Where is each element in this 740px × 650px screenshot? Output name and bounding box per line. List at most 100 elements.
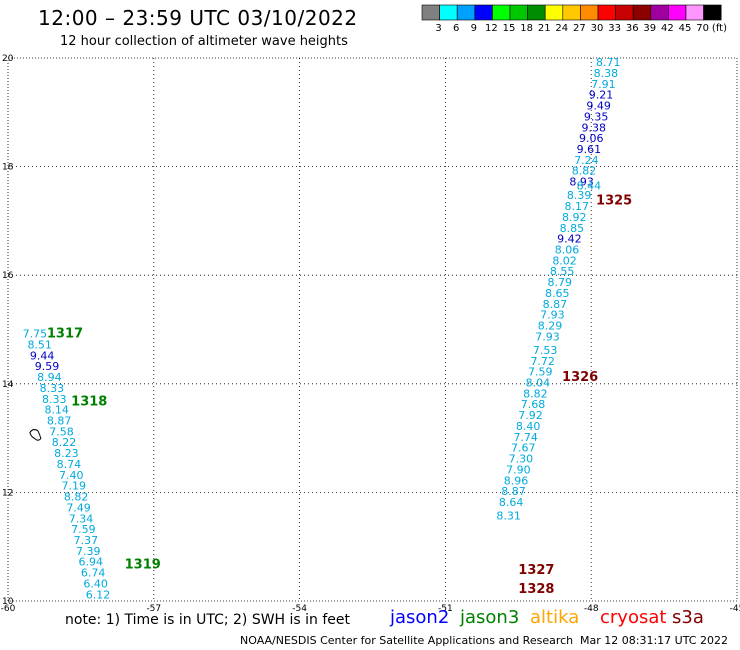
wave-height-value: 8.38 [594, 67, 619, 80]
track-label: 1317 [47, 327, 83, 342]
legend-jason3: jason3 [460, 607, 520, 628]
footer-credit: NOAA/NESDIS Center for Satellite Applica… [240, 634, 728, 647]
colorbar-tick-label: 6 [453, 23, 459, 34]
wave-height-value: 9.06 [579, 132, 604, 145]
track-label: 1319 [125, 557, 161, 572]
wave-height-value: 9.38 [581, 121, 606, 134]
wave-height-value: 8.71 [596, 56, 621, 69]
lat-tick-label: 18 [2, 163, 14, 173]
legend-jason2: jason2 [390, 607, 450, 628]
wave-height-value: 8.33 [42, 393, 67, 406]
wave-height-value: 8.31 [496, 510, 521, 523]
wave-height-value: 7.58 [49, 425, 73, 438]
wave-height-value: 8.65 [545, 287, 570, 300]
colorbar-tick-label: 33 [608, 23, 621, 34]
lon-tick-label: -48 [584, 604, 599, 614]
wave-height-value: 8.94 [37, 371, 62, 384]
track-label: 1325 [596, 194, 632, 209]
track-label: 1318 [71, 395, 107, 410]
wave-height-value: 8.44 [577, 179, 602, 192]
wave-height-value: 7.40 [59, 469, 84, 482]
color-scale-bar: 3 6 9 12 15 18 21 24 27 30 33 36 39 42 45 70 (ft) [421, 4, 727, 34]
colorbar-tick-label: 42 [661, 23, 674, 34]
lon-tick-label: -51 [438, 604, 453, 614]
wave-height-value: 6.12 [86, 588, 111, 601]
wave-height-value: 7.93 [535, 330, 560, 343]
legend-cryosat: cryosat [600, 607, 667, 628]
wave-height-value: 7.74 [513, 431, 538, 444]
wave-height-value: 8.64 [499, 496, 524, 509]
wave-height-value: 9.49 [586, 100, 611, 113]
timestamp-text: Mar 12 08:31:17 UTC 2022 [580, 634, 728, 647]
wave-height-value: 7.75 [23, 328, 48, 341]
wave-height-value: 7.39 [76, 545, 101, 558]
wave-height-value: 8.29 [538, 320, 563, 333]
wave-height-value: 7.72 [530, 355, 555, 368]
wave-height-value: 7.53 [533, 344, 558, 357]
wave-height-value: 7.19 [61, 480, 86, 493]
colorbar-swatch [703, 4, 722, 21]
lon-tick-label: -60 [1, 604, 16, 614]
wave-height-value: 8.02 [552, 254, 577, 267]
colorbar-tick-label: 36 [626, 23, 639, 34]
lon-tick-label: -57 [146, 604, 161, 614]
wave-height-value: 7.92 [518, 409, 543, 422]
colorbar-unit: (ft) [712, 23, 727, 34]
wave-height-value: 8.55 [550, 265, 575, 278]
wave-height-value: 8.14 [44, 404, 68, 417]
track-label: 1326 [562, 370, 598, 385]
lat-tick-label: 10 [2, 597, 14, 607]
wave-height-value: 8.96 [504, 474, 528, 487]
wave-height-value: 7.91 [591, 78, 616, 91]
wave-height-value: 7.68 [521, 398, 546, 411]
footer-note: note: 1) Time is in UTC; 2) SWH is in fe… [65, 612, 351, 628]
wave-height-value: 9.61 [577, 143, 602, 156]
lat-tick-label: 14 [2, 380, 14, 390]
wave-height-value: 7.90 [506, 463, 531, 476]
page-title: 12:00 – 23:59 UTC 03/10/2022 [38, 6, 358, 30]
wave-height-value: 8.17 [564, 200, 589, 213]
colorbar-tick-label: 39 [643, 23, 656, 34]
wave-height-value: 8.85 [560, 222, 585, 235]
wave-height-value: 9.21 [589, 89, 614, 102]
colorbar-tick-label: 70 [696, 23, 709, 34]
wave-height-value: 8.87 [47, 415, 72, 428]
wave-height-value: 9.35 [584, 110, 609, 123]
colorbar-tick-label: 45 [679, 23, 692, 34]
wave-height-value: 9.44 [30, 349, 55, 362]
track-label: 1328 [518, 582, 554, 597]
colorbar-tick-label: 9 [471, 23, 477, 34]
wave-height-value: 8.82 [572, 165, 597, 178]
wave-height-value: 8.87 [501, 485, 526, 498]
lat-tick-label: 12 [2, 488, 13, 498]
wave-height-value: 6.94 [78, 556, 103, 569]
wave-height-value: 7.49 [66, 501, 91, 514]
colorbar-tick-label: 24 [555, 23, 568, 34]
map-frame [7, 57, 738, 602]
colorbar-tick-label: 30 [591, 23, 604, 34]
island-outline [29, 429, 42, 441]
wave-height-value: 8.40 [516, 420, 541, 433]
wave-height-value: 8.23 [54, 447, 79, 460]
credit-text: NOAA/NESDIS Center for Satellite Applica… [240, 634, 574, 647]
wave-height-value: 7.59 [71, 523, 96, 536]
wave-height-value: 9.59 [35, 360, 60, 373]
wave-height-value: 7.34 [69, 512, 94, 525]
wave-height-value: 8.74 [57, 458, 82, 471]
wave-height-value: 8.82 [523, 387, 548, 400]
wave-height-value: 7.24 [574, 154, 599, 167]
wave-height-value: 8.92 [562, 211, 587, 224]
wave-height-value: 8.33 [40, 382, 64, 395]
lon-tick-label: -54 [292, 604, 307, 614]
colorbar-tick-label: 3 [435, 23, 441, 34]
legend-altika: altika [530, 607, 580, 628]
wave-height-value: 7.30 [509, 453, 533, 466]
wave-height-value: 8.04 [526, 377, 551, 390]
wave-height-value: 6.74 [81, 567, 106, 580]
wave-height-value: 8.06 [555, 243, 580, 256]
wave-height-value: 7.67 [511, 442, 536, 455]
lon-tick-label: -45 [730, 604, 740, 614]
wave-height-value: 7.37 [74, 534, 99, 547]
